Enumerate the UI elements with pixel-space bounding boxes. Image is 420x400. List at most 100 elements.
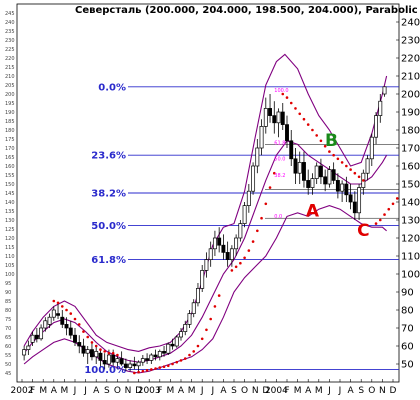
candle-body: [272, 115, 277, 124]
fib-level-label: 23.6%: [91, 151, 126, 162]
candle-body: [174, 336, 179, 347]
sar-dot: [315, 134, 318, 137]
sar-dot: [52, 299, 56, 303]
candle: [26, 340, 31, 355]
fib-level-label: 0.0%: [98, 82, 126, 93]
candle: [238, 220, 243, 242]
parabolic-sar: [52, 92, 399, 375]
x-tick-label: O: [368, 386, 375, 396]
sar-dot: [56, 301, 60, 305]
x-tick-label: 2002: [11, 386, 34, 396]
candle: [208, 241, 213, 267]
sar-dot: [391, 202, 395, 206]
candle-body: [238, 223, 243, 239]
sar-dot: [289, 101, 293, 105]
right-tick-label: 60: [401, 342, 414, 353]
sar-dot: [107, 351, 111, 355]
sar-dot: [311, 128, 314, 132]
candle: [64, 317, 69, 336]
x-tick-label: A: [51, 386, 58, 396]
candle-body: [149, 354, 154, 361]
left-tick-label: 185: [5, 119, 15, 125]
left-tick-label: 155: [5, 173, 15, 179]
candle: [285, 115, 289, 148]
sar-dot: [395, 197, 399, 200]
right-tick-label: 90: [401, 288, 414, 299]
left-tick-label: 70: [5, 326, 11, 332]
candle-body: [259, 126, 264, 149]
left-tick-label: 100: [5, 272, 15, 278]
sar-dot: [133, 371, 136, 375]
left-tick-label: 180: [5, 128, 15, 134]
candle-body: [348, 194, 353, 203]
sar-dot: [145, 369, 149, 372]
candle: [200, 265, 205, 292]
candle-body: [191, 302, 196, 314]
candle-body: [314, 165, 319, 179]
candle: [382, 86, 387, 97]
left-tick-label: 230: [5, 38, 15, 44]
candle: [212, 230, 217, 256]
candle: [85, 346, 90, 364]
candle: [47, 313, 52, 328]
candle-body: [331, 169, 336, 181]
x-tick-label: J: [327, 386, 331, 396]
candle: [378, 94, 383, 123]
x-tick-label: N: [125, 386, 132, 396]
candle: [196, 283, 200, 307]
right-tick-label: 210: [401, 72, 420, 83]
candle: [77, 335, 82, 354]
x-tick-label: N: [379, 386, 386, 396]
x-tick-label: D: [262, 386, 269, 396]
candle: [123, 358, 128, 372]
left-tick-label: 160: [5, 164, 15, 170]
candle: [302, 151, 306, 188]
candle: [310, 173, 315, 195]
candle: [204, 252, 209, 278]
candle: [90, 342, 94, 361]
sar-dot: [154, 367, 157, 370]
chart-title: Северсталь (200.000, 204.000, 198.500, 2…: [75, 5, 420, 16]
candle: [68, 320, 73, 339]
sar-dot: [294, 107, 297, 110]
retracement-label: 100.0: [274, 88, 288, 94]
candle-body: [229, 248, 234, 260]
left-tick-label: 165: [5, 155, 15, 161]
left-tick-label: 150: [5, 182, 15, 188]
sar-dot: [162, 365, 166, 369]
left-tick-label: 65: [5, 335, 11, 341]
x-tick-label: M: [167, 386, 175, 396]
right-tick-label: 200: [401, 90, 420, 101]
sar-dot: [158, 366, 162, 369]
candle: [60, 310, 65, 328]
sar-dot: [150, 368, 153, 371]
candle: [140, 355, 145, 366]
sar-dot: [251, 240, 255, 243]
sar-dot: [217, 294, 221, 297]
annotation-b: B: [325, 131, 338, 151]
candle-body: [68, 327, 73, 336]
x-tick-label: S: [231, 386, 237, 396]
sar-dot: [205, 328, 208, 332]
candle: [335, 173, 340, 199]
candle-body: [251, 165, 256, 192]
candle-body: [106, 354, 111, 365]
left-tick-label: 85: [5, 299, 11, 305]
candle-body: [26, 345, 31, 350]
left-tick-label: 190: [5, 110, 15, 116]
candle-body: [352, 201, 357, 214]
sar-dot: [116, 353, 119, 357]
sar-dot: [281, 92, 285, 96]
candle: [119, 351, 124, 366]
sar-dot: [234, 265, 238, 269]
candle-body: [132, 363, 137, 367]
candle-body: [119, 358, 124, 365]
sar-dot: [73, 317, 77, 321]
candle-body: [327, 169, 332, 185]
left-tick-label: 115: [5, 245, 15, 251]
candle-body: [344, 183, 349, 196]
sar-dot: [336, 157, 340, 161]
left-tick-label: 175: [5, 137, 15, 143]
candle: [179, 328, 183, 341]
sar-dot: [319, 139, 323, 143]
